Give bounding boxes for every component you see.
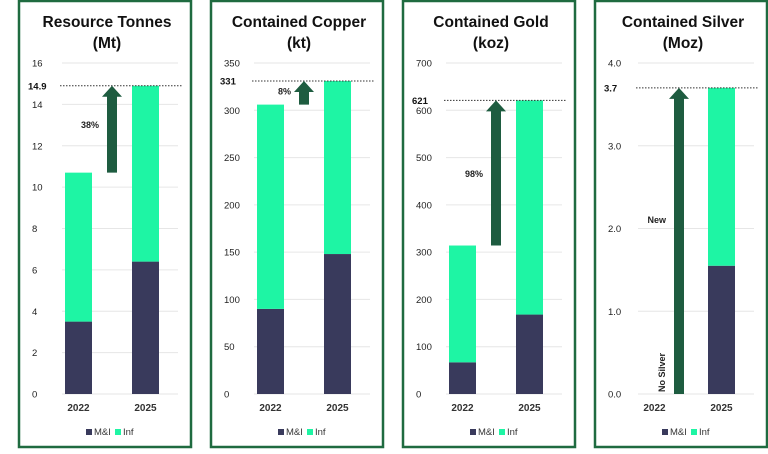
chart-panel-2: Contained Gold (koz) 0 100 200 300 400 500 600 70… <box>401 0 577 449</box>
bar-2025-mi <box>708 265 735 394</box>
chart-title: (koz) <box>473 35 509 52</box>
y-tick-label: 12 <box>32 141 43 152</box>
growth-label: 8% <box>278 86 291 96</box>
y-tick-label: 1.0 <box>608 307 621 318</box>
y-tick-label: 3.0 <box>608 141 621 152</box>
bar-2025-mi <box>516 314 543 394</box>
no-silver-annotation: No Silver <box>657 352 667 392</box>
legend-label-inf: Inf <box>315 427 326 438</box>
chart-title: Contained Gold <box>433 14 548 31</box>
chart-title: Resource Tonnes <box>43 14 172 31</box>
x-tick-label: 2022 <box>643 403 666 414</box>
x-tick-label: 2025 <box>134 403 157 414</box>
y-tick-label: 14 <box>32 100 43 111</box>
growth-label: 98% <box>465 169 483 179</box>
panel-border <box>209 0 385 449</box>
legend-swatch-inf <box>691 429 697 435</box>
y-tick-label: 300 <box>224 106 240 117</box>
y-tick-label: 700 <box>416 59 432 70</box>
reference-label: 3.7 <box>604 83 617 94</box>
y-tick-label: 100 <box>224 295 240 306</box>
growth-label: 38% <box>81 120 99 130</box>
y-tick-label: 50 <box>224 342 235 353</box>
panel-border <box>401 0 577 449</box>
y-tick-label: 0 <box>32 390 37 401</box>
y-tick-label: 10 <box>32 183 43 194</box>
growth-arrow <box>486 100 506 246</box>
y-tick-label: 400 <box>416 200 432 211</box>
reference-label: 331 <box>220 76 237 87</box>
legend-label-mi: M&I <box>670 427 687 438</box>
bar-2022-mi <box>65 321 92 394</box>
bar-2022-inf <box>449 245 476 363</box>
chart-title: Contained Silver <box>622 14 744 31</box>
y-tick-label: 0.0 <box>608 390 621 401</box>
legend-label-inf: Inf <box>507 427 518 438</box>
y-tick-label: 100 <box>416 342 432 353</box>
y-tick-label: 200 <box>224 200 240 211</box>
legend-label-inf: Inf <box>699 427 710 438</box>
y-tick-label: 600 <box>416 106 432 117</box>
legend-label-mi: M&I <box>286 427 303 438</box>
y-tick-label: 350 <box>224 59 240 70</box>
y-tick-label: 0 <box>416 390 421 401</box>
bar-2022-inf <box>65 172 92 322</box>
legend-label-inf: Inf <box>123 427 134 438</box>
y-tick-label: 500 <box>416 153 432 164</box>
growth-label: New <box>647 215 667 225</box>
y-tick-label: 250 <box>224 153 240 164</box>
legend-swatch-mi <box>470 429 476 435</box>
reference-label: 14.9 <box>28 81 47 92</box>
y-tick-label: 200 <box>416 295 432 306</box>
chart-panel-0: Resource Tonnes (Mt) 0 2 4 6 8 10 12 14 16 2022 2025… <box>17 0 193 449</box>
bar-2022-mi <box>257 308 284 394</box>
chart-panel-3: Contained Silver (Moz) 0.0 1.0 2.0 3.0 4.0 2022… <box>593 0 768 449</box>
chart-title: (Mt) <box>93 35 121 52</box>
x-tick-label: 2022 <box>451 403 474 414</box>
y-tick-label: 6 <box>32 265 37 276</box>
y-tick-label: 300 <box>416 248 432 259</box>
y-tick-label: 2 <box>32 348 37 359</box>
bar-2025-inf <box>324 80 351 255</box>
x-tick-label: 2025 <box>518 403 541 414</box>
y-tick-label: 150 <box>224 248 240 259</box>
chart-title: (Moz) <box>663 35 703 52</box>
legend-label-mi: M&I <box>94 427 111 438</box>
bar-2025-mi <box>132 261 159 394</box>
legend-swatch-mi <box>662 429 668 435</box>
chart-title: Contained Copper <box>232 14 366 31</box>
growth-arrow <box>294 80 314 105</box>
bar-2025-inf <box>516 100 543 315</box>
x-tick-label: 2022 <box>259 403 282 414</box>
legend-swatch-mi <box>86 429 92 435</box>
bar-2022-inf <box>257 104 284 309</box>
growth-arrow <box>102 85 122 173</box>
bar-2025-inf <box>132 85 159 262</box>
chart-panel-1: Contained Copper (kt) 0 50 100 150 200 250 300 35… <box>209 0 385 449</box>
x-tick-label: 2025 <box>326 403 349 414</box>
bar-2022-mi <box>449 362 476 394</box>
chart-title: (kt) <box>287 35 311 52</box>
y-tick-label: 8 <box>32 224 37 235</box>
y-tick-label: 4.0 <box>608 59 621 70</box>
y-tick-label: 2.0 <box>608 224 621 235</box>
growth-arrow <box>669 87 689 394</box>
legend-swatch-inf <box>115 429 121 435</box>
legend-swatch-mi <box>278 429 284 435</box>
y-tick-label: 0 <box>224 390 229 401</box>
y-tick-label: 4 <box>32 307 37 318</box>
legend-label-mi: M&I <box>478 427 495 438</box>
legend-swatch-inf <box>499 429 505 435</box>
x-tick-label: 2025 <box>710 403 733 414</box>
panel-border <box>17 0 193 449</box>
y-tick-label: 16 <box>32 59 43 70</box>
bar-2025-mi <box>324 254 351 394</box>
legend-swatch-inf <box>307 429 313 435</box>
x-tick-label: 2022 <box>67 403 90 414</box>
bar-2025-inf <box>708 87 735 266</box>
reference-label: 621 <box>412 96 429 107</box>
